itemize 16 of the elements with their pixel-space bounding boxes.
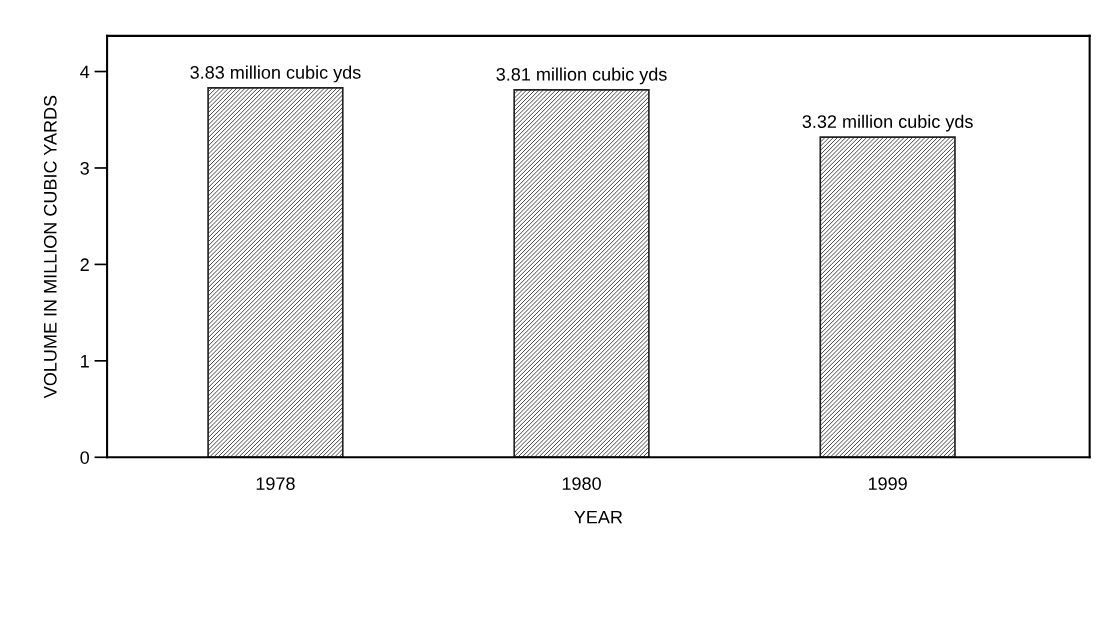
y-tick-label: 2 (80, 258, 89, 271)
x-tick-label: 1999 (868, 477, 907, 490)
x-axis-title: YEAR (574, 510, 623, 524)
x-tick-label: 1978 (256, 477, 295, 490)
data-label: 3.81 million cubic yds (496, 67, 667, 85)
bar (819, 136, 956, 458)
y-tick-label: 4 (80, 65, 90, 79)
x-tick-label: 1980 (562, 477, 601, 490)
y-axis-title: VOLUME IN MILLION CUBIC YARDS (43, 95, 57, 399)
y-tick-label: 3 (80, 161, 89, 175)
bar (513, 89, 650, 458)
data-label: 3.32 million cubic yds (802, 114, 973, 132)
y-tick-label: 0 (80, 451, 90, 464)
bar (207, 87, 344, 458)
data-label: 3.83 million cubic yds (190, 65, 361, 83)
y-tick-label: 1 (81, 354, 89, 368)
